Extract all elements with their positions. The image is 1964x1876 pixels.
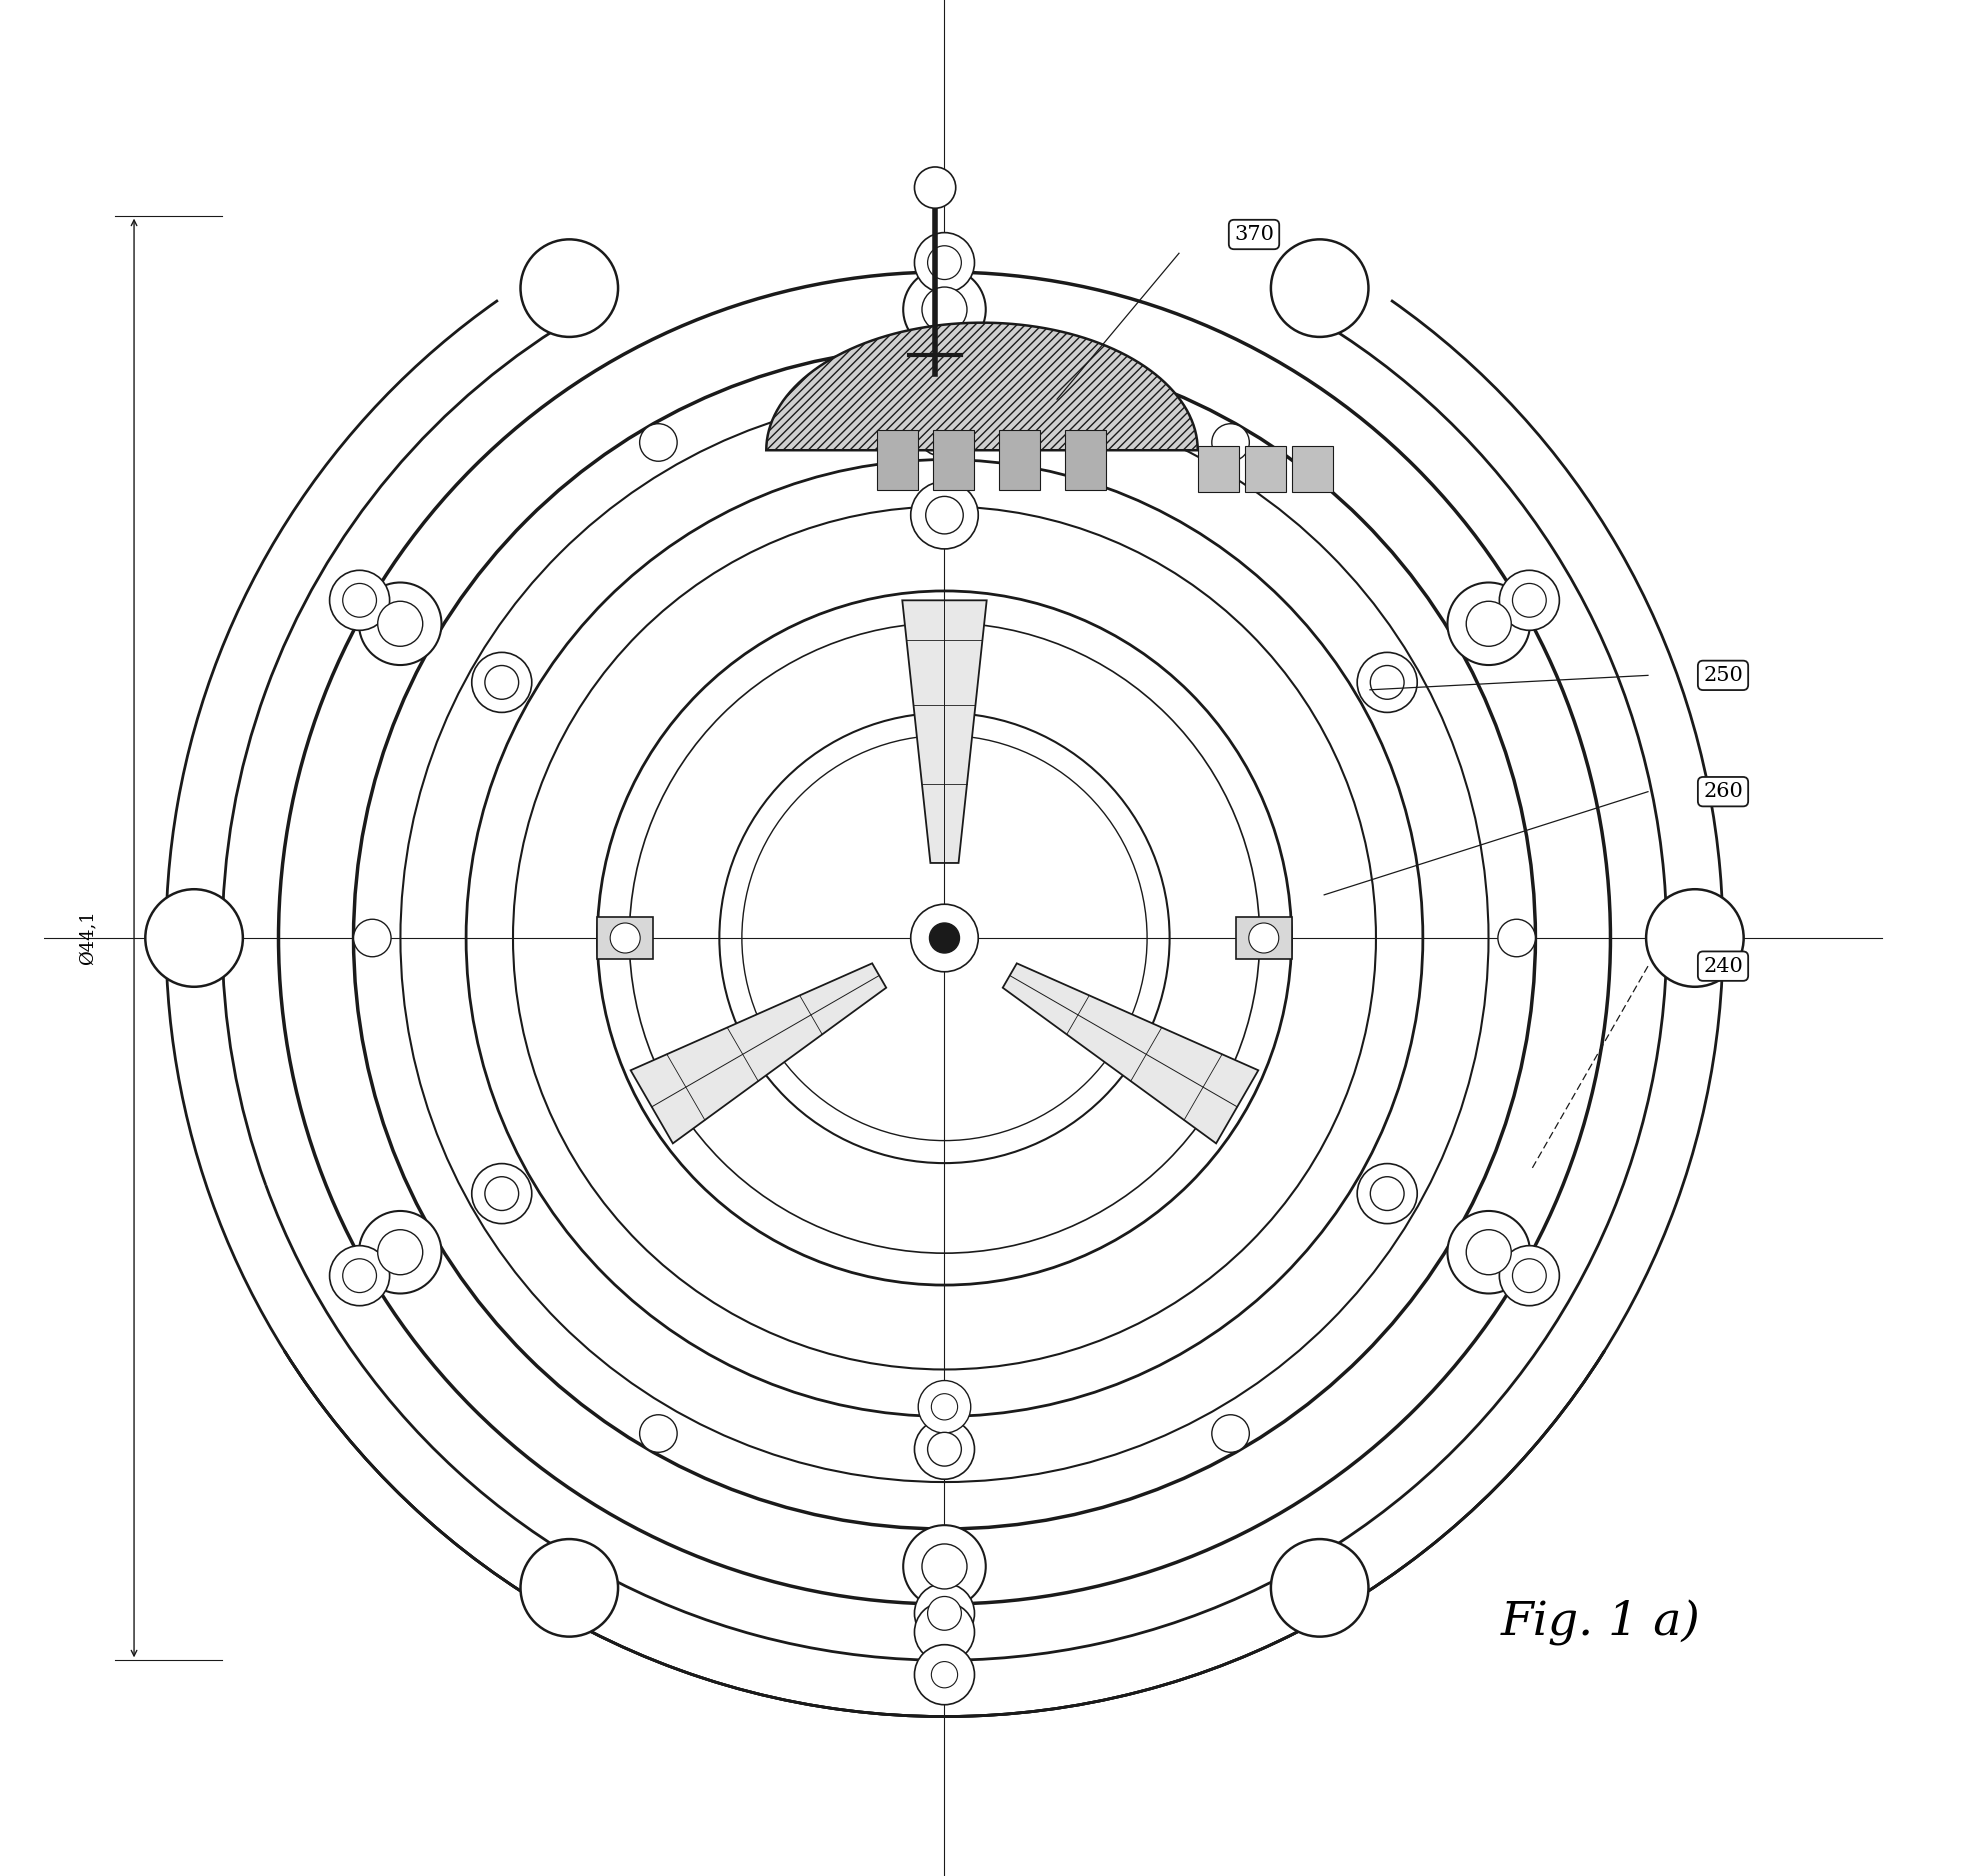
Circle shape bbox=[330, 570, 389, 630]
Polygon shape bbox=[901, 600, 986, 863]
Bar bbox=[933, 430, 974, 490]
Text: Ø44,1: Ø44,1 bbox=[79, 910, 96, 966]
Circle shape bbox=[359, 1212, 442, 1294]
Circle shape bbox=[485, 666, 518, 700]
Circle shape bbox=[330, 1246, 389, 1306]
Circle shape bbox=[1249, 923, 1279, 953]
Text: 240: 240 bbox=[1703, 957, 1742, 976]
Circle shape bbox=[520, 240, 619, 338]
Circle shape bbox=[520, 1538, 619, 1636]
Circle shape bbox=[921, 1544, 966, 1589]
Circle shape bbox=[929, 923, 960, 953]
Circle shape bbox=[377, 602, 422, 647]
Circle shape bbox=[1447, 583, 1530, 666]
Text: Fig. 1 a): Fig. 1 a) bbox=[1500, 1600, 1701, 1645]
Circle shape bbox=[903, 1525, 986, 1608]
Bar bbox=[1235, 917, 1292, 959]
Text: 260: 260 bbox=[1703, 782, 1742, 801]
Circle shape bbox=[485, 1176, 518, 1210]
Circle shape bbox=[915, 1583, 974, 1643]
Circle shape bbox=[1271, 1538, 1369, 1636]
Circle shape bbox=[1512, 583, 1546, 617]
Circle shape bbox=[921, 287, 966, 332]
Circle shape bbox=[919, 1381, 970, 1433]
Circle shape bbox=[1499, 919, 1536, 957]
Circle shape bbox=[1467, 602, 1510, 647]
Circle shape bbox=[915, 1602, 974, 1662]
Circle shape bbox=[1212, 424, 1249, 461]
Circle shape bbox=[640, 424, 678, 461]
Bar bbox=[1000, 430, 1041, 490]
Circle shape bbox=[1357, 653, 1418, 713]
Circle shape bbox=[911, 904, 978, 972]
Circle shape bbox=[915, 233, 974, 293]
Circle shape bbox=[915, 1418, 974, 1478]
Polygon shape bbox=[1004, 964, 1259, 1142]
Circle shape bbox=[927, 411, 960, 445]
Circle shape bbox=[927, 246, 960, 280]
Bar bbox=[1198, 446, 1239, 492]
Polygon shape bbox=[766, 323, 1198, 450]
Circle shape bbox=[915, 1645, 974, 1705]
Circle shape bbox=[1447, 1212, 1530, 1294]
Circle shape bbox=[1371, 666, 1404, 700]
Bar bbox=[1245, 446, 1286, 492]
Circle shape bbox=[927, 1596, 960, 1630]
Circle shape bbox=[931, 1662, 958, 1688]
Circle shape bbox=[342, 583, 377, 617]
Circle shape bbox=[1271, 240, 1369, 338]
Circle shape bbox=[1467, 1231, 1510, 1276]
Bar bbox=[597, 917, 654, 959]
Circle shape bbox=[927, 1433, 960, 1467]
Text: 370: 370 bbox=[1233, 225, 1275, 244]
Text: 250: 250 bbox=[1703, 666, 1742, 685]
Circle shape bbox=[471, 1163, 532, 1223]
Circle shape bbox=[1357, 1163, 1418, 1223]
Circle shape bbox=[1499, 570, 1559, 630]
Circle shape bbox=[1499, 1246, 1559, 1306]
Bar bbox=[1064, 430, 1106, 490]
Circle shape bbox=[359, 583, 442, 666]
Circle shape bbox=[611, 923, 640, 953]
Bar bbox=[1292, 446, 1334, 492]
Circle shape bbox=[354, 919, 391, 957]
Circle shape bbox=[640, 1415, 678, 1452]
Circle shape bbox=[931, 1394, 958, 1420]
Circle shape bbox=[911, 482, 978, 550]
Circle shape bbox=[915, 167, 956, 208]
Circle shape bbox=[925, 497, 962, 535]
Circle shape bbox=[903, 268, 986, 351]
Circle shape bbox=[915, 398, 974, 458]
Circle shape bbox=[1371, 1176, 1404, 1210]
Polygon shape bbox=[630, 964, 886, 1142]
Circle shape bbox=[1212, 1415, 1249, 1452]
Circle shape bbox=[471, 653, 532, 713]
Circle shape bbox=[377, 1231, 422, 1276]
Circle shape bbox=[145, 889, 244, 987]
Bar bbox=[878, 430, 919, 490]
Circle shape bbox=[342, 1259, 377, 1293]
Circle shape bbox=[1646, 889, 1744, 987]
Circle shape bbox=[1512, 1259, 1546, 1293]
